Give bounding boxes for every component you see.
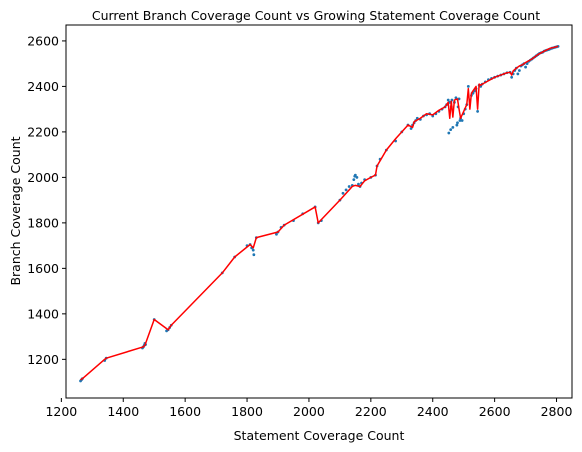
scatter-point <box>456 121 459 124</box>
x-axis-label: Statement Coverage Count <box>234 428 405 443</box>
scatter-point <box>345 188 348 191</box>
y-tick-label: 1800 <box>27 215 59 230</box>
x-tick-label: 1600 <box>169 404 201 419</box>
scatter-point <box>524 66 527 69</box>
scatter-point <box>451 126 454 129</box>
x-tick-label: 1400 <box>107 404 139 419</box>
y-tick-label: 2200 <box>27 124 59 139</box>
scatter-point <box>252 249 255 252</box>
y-tick-label: 2600 <box>27 33 59 48</box>
scatter-point <box>348 185 351 188</box>
y-axis-label: Branch Coverage Count <box>8 136 23 285</box>
y-tick-label: 1400 <box>27 306 59 321</box>
scatter-point <box>354 174 357 177</box>
scatter-point <box>518 69 521 72</box>
x-axis-ticks: 1200 1400 1600 1800 2000 2200 2400 2600 2800 <box>45 398 572 419</box>
y-axis-ticks: 1200 1400 1600 1800 2000 2200 2400 2600 <box>27 33 66 366</box>
x-tick-label: 2200 <box>355 404 387 419</box>
x-tick-label: 2000 <box>293 404 325 419</box>
trend-line <box>81 46 559 380</box>
scatter-point <box>447 132 450 135</box>
y-tick-label: 2400 <box>27 79 59 94</box>
scatter-point <box>342 192 345 195</box>
y-tick-label: 1600 <box>27 261 59 276</box>
plot-frame <box>66 25 572 398</box>
scatter-point <box>467 85 470 88</box>
y-tick-label: 2000 <box>27 170 59 185</box>
x-tick-label: 2600 <box>479 404 511 419</box>
scatter-point <box>516 73 519 76</box>
x-tick-label: 1800 <box>231 404 263 419</box>
scatter-point <box>352 178 355 181</box>
chart-title: Current Branch Coverage Count vs Growing… <box>92 8 540 23</box>
x-tick-label: 2800 <box>541 404 573 419</box>
scatter-point <box>252 253 255 256</box>
y-tick-label: 1200 <box>27 352 59 367</box>
scatter-point <box>447 99 450 102</box>
scatter-point <box>476 110 479 113</box>
scatter-point <box>461 119 464 122</box>
scatter-point <box>449 128 452 131</box>
plot-marks <box>79 45 559 382</box>
x-tick-label: 1200 <box>45 404 77 419</box>
scatter-point <box>356 176 359 179</box>
x-tick-label: 2400 <box>417 404 449 419</box>
scatter-point <box>510 76 513 79</box>
